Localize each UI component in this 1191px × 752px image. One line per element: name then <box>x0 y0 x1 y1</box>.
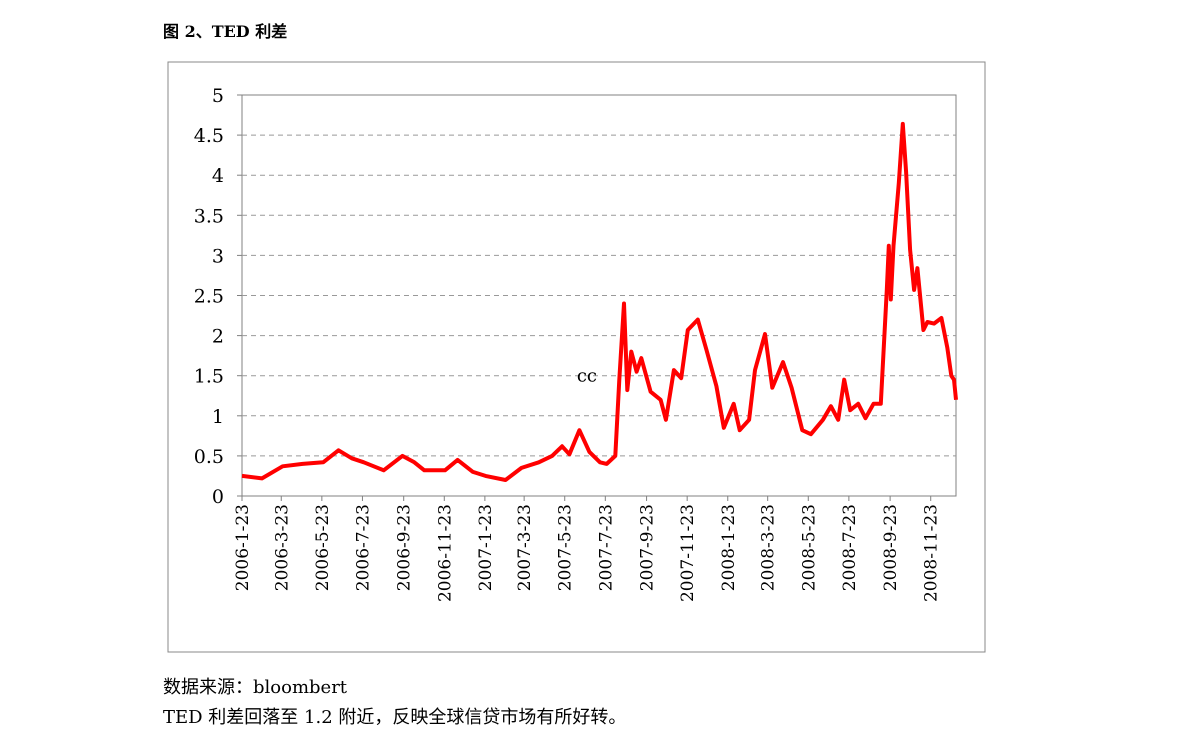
chart-frame <box>167 61 986 653</box>
x-tick-label: 2006-1-23 <box>233 504 253 591</box>
x-tick-label: 2008-7-23 <box>840 504 860 591</box>
y-tick-label: 4.5 <box>194 125 224 147</box>
x-tick-label: 2008-3-23 <box>759 504 779 591</box>
note: TED 利差回落至 1.2 附近，反映全球信贷市场有所好转。 <box>163 707 626 728</box>
x-tick-label: 2008-9-23 <box>881 504 901 591</box>
y-tick-label: 0 <box>212 486 224 508</box>
x-tick-label: 2007-5-23 <box>556 504 576 591</box>
y-tick-label: 3 <box>212 245 224 267</box>
x-tick-label: 2007-7-23 <box>596 504 616 591</box>
y-tick-label: 3.5 <box>194 205 224 227</box>
x-tick-label: 2008-5-23 <box>799 504 819 591</box>
x-tick-label: 2007-1-23 <box>476 504 496 591</box>
y-tick-label: 1.5 <box>194 366 224 388</box>
source: 数据来源：bloombert <box>163 677 348 698</box>
x-tick-label: 2006-3-23 <box>272 504 292 591</box>
x-tick-label: 2007-11-23 <box>678 504 698 602</box>
x-tick-label: 2006-9-23 <box>395 504 415 591</box>
y-tick-label: 2.5 <box>194 286 224 308</box>
y-tick-label: 1 <box>212 406 224 428</box>
data-line <box>241 121 958 482</box>
figure-title: 图 2、TED 利差 <box>163 22 287 41</box>
x-tick-label: 2006-5-23 <box>313 504 333 591</box>
x-tick-label: 2006-11-23 <box>435 504 455 602</box>
x-tick-label: 2008-1-23 <box>719 504 739 591</box>
x-tick-label: 2007-3-23 <box>515 504 535 591</box>
annotation: cc <box>577 366 597 387</box>
x-tick-label: 2008-11-23 <box>922 504 942 602</box>
y-tick-label: 2 <box>212 326 224 348</box>
y-tick-label: 4 <box>212 165 224 187</box>
y-tick-label: 0.5 <box>194 446 224 468</box>
x-tick-label: 2007-9-23 <box>638 504 658 591</box>
y-tick-label: 5 <box>212 85 224 107</box>
x-tick-label: 2006-7-23 <box>353 504 373 591</box>
